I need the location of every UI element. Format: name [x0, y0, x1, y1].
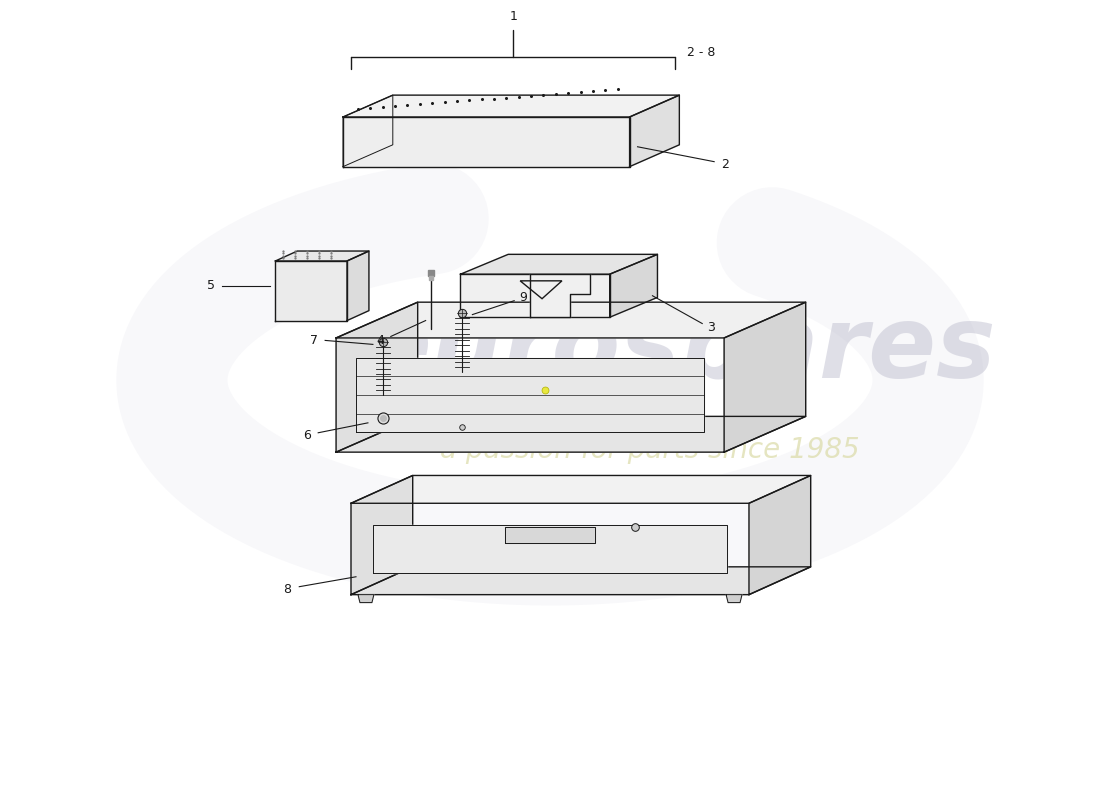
Polygon shape	[724, 302, 805, 452]
Polygon shape	[726, 594, 742, 602]
Text: 6: 6	[304, 430, 311, 442]
Text: a passion for parts since 1985: a passion for parts since 1985	[440, 436, 859, 464]
Polygon shape	[461, 254, 658, 274]
Polygon shape	[749, 475, 811, 594]
Polygon shape	[629, 95, 680, 166]
Polygon shape	[461, 274, 609, 318]
Polygon shape	[343, 117, 629, 166]
Polygon shape	[373, 525, 727, 573]
Polygon shape	[351, 475, 811, 503]
Text: 9: 9	[519, 291, 527, 304]
Polygon shape	[337, 302, 805, 338]
Text: 1: 1	[509, 10, 517, 22]
Polygon shape	[356, 358, 704, 432]
Text: 5: 5	[207, 279, 215, 292]
Polygon shape	[275, 251, 368, 261]
Text: eurospares: eurospares	[363, 302, 996, 399]
Polygon shape	[505, 527, 595, 543]
Polygon shape	[351, 567, 811, 594]
Polygon shape	[337, 302, 418, 452]
Text: 8: 8	[284, 583, 292, 596]
Text: 4: 4	[376, 334, 384, 347]
Polygon shape	[351, 475, 412, 594]
Polygon shape	[343, 95, 680, 117]
Text: 7: 7	[310, 334, 318, 347]
Polygon shape	[530, 274, 590, 318]
Text: 2 - 8: 2 - 8	[688, 46, 716, 59]
Polygon shape	[358, 594, 374, 602]
Polygon shape	[343, 95, 393, 166]
Text: 3: 3	[707, 321, 715, 334]
Polygon shape	[337, 416, 805, 452]
Polygon shape	[609, 254, 658, 318]
Polygon shape	[275, 261, 346, 321]
Polygon shape	[346, 251, 368, 321]
Text: 2: 2	[722, 158, 729, 171]
